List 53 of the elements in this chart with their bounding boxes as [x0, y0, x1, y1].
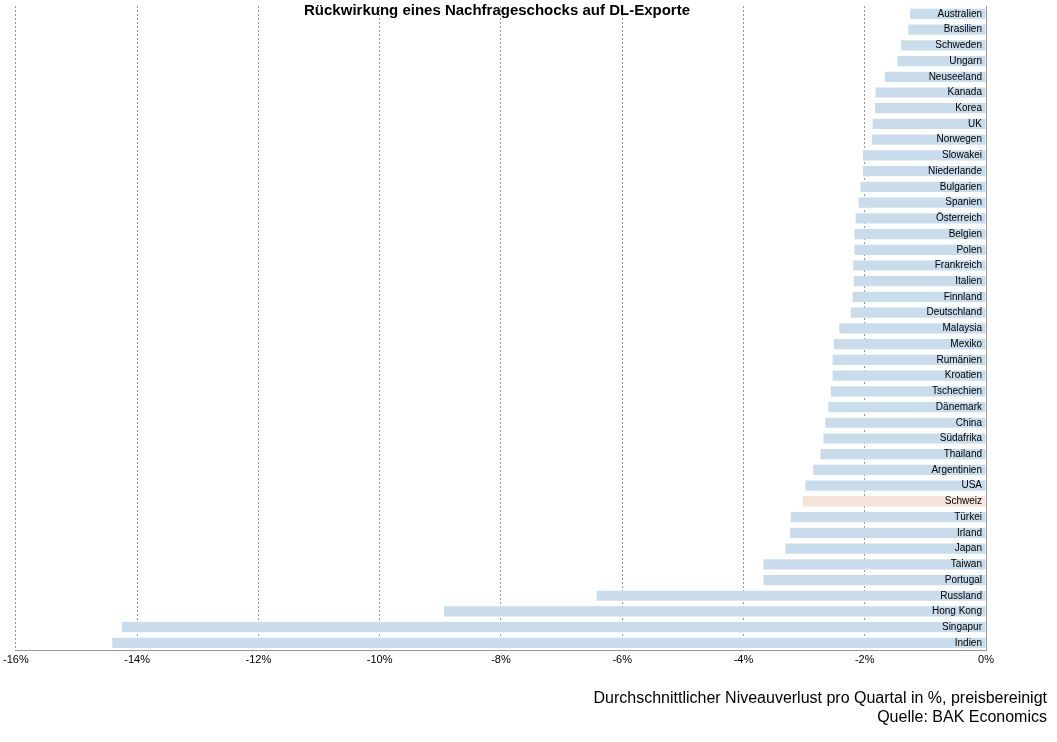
y-tick-label: USA — [961, 479, 983, 491]
text: Durchschnittlicher Niveauverlust pro Quartal in %, preisbereinigt — [593, 688, 1047, 707]
source-note: Quelle: BAK Economics — [876, 707, 1047, 726]
y-tick-label: Singapur — [941, 620, 983, 632]
y-tick-label: Hong Kong — [931, 605, 982, 617]
y-tick-label: Russland — [940, 589, 982, 601]
x-tick-label: -2% — [854, 653, 875, 666]
y-tick-label: Belgien — [948, 227, 982, 239]
y-tick-label: Taiwan — [950, 558, 982, 570]
y-tick-label: Niederlande — [928, 164, 983, 176]
y-tick-label: Frankreich — [934, 259, 982, 271]
x-tick-label: -8% — [491, 653, 511, 666]
x-tick-label: 0% — [978, 653, 995, 666]
y-tick-label: Portugal — [944, 573, 982, 585]
x-tick-label: -14% — [124, 653, 151, 666]
y-tick-label: China — [955, 416, 983, 428]
y-tick-label: Kanada — [947, 86, 983, 98]
y-tick-label: Finnland — [943, 290, 982, 302]
y-tick-label: Neuseeland — [928, 70, 982, 82]
y-tick-label: Tschechien — [931, 385, 982, 397]
y-tick-label: Slowakei — [941, 149, 982, 161]
y-tick-label: Polen — [956, 243, 982, 255]
y-tick-label: Ungarn — [949, 54, 982, 66]
y-tick-label: Irland — [956, 526, 982, 538]
x-tick-label: -10% — [366, 653, 393, 666]
y-tick-label: Schweden — [935, 39, 982, 51]
y-tick-label: Norwegen — [936, 133, 982, 145]
y-tick-label: Indien — [954, 636, 982, 648]
y-tick-label: Schweiz — [944, 495, 982, 507]
y-tick-label: UK — [968, 117, 983, 129]
y-tick-label: Australien — [937, 7, 982, 19]
y-tick-label: Mexiko — [950, 337, 983, 349]
y-tick-label: Brasilien — [943, 23, 982, 35]
x-tick-label: -12% — [245, 653, 272, 666]
y-tick-label: Dänemark — [935, 400, 983, 412]
y-tick-label: Österreich — [935, 212, 982, 224]
x-tick-label: -6% — [612, 653, 633, 666]
y-tick-label: Türkei — [954, 510, 982, 522]
y-tick-label: Bulgarien — [939, 180, 982, 192]
x-tick-label: -4% — [733, 653, 754, 666]
y-tick-label: Thailand — [943, 447, 982, 459]
y-tick-label: Korea — [955, 101, 983, 113]
y-tick-label: Spanien — [945, 196, 982, 208]
y-tick-label: Kroatien — [944, 369, 982, 381]
y-tick-label: Deutschland — [926, 306, 982, 318]
y-tick-label: Rumänien — [936, 353, 982, 365]
y-tick-label: Italien — [955, 274, 982, 286]
y-tick-label: Argentinien — [931, 463, 982, 475]
y-tick-label: Japan — [954, 542, 982, 554]
x-tick-label: -16% — [3, 653, 29, 666]
chart-title: Rückwirkung eines Nachfrageschocks auf DL-Exporte — [304, 1, 690, 19]
y-tick-label: Südafrika — [939, 432, 983, 444]
y-tick-label: Malaysia — [942, 322, 983, 334]
